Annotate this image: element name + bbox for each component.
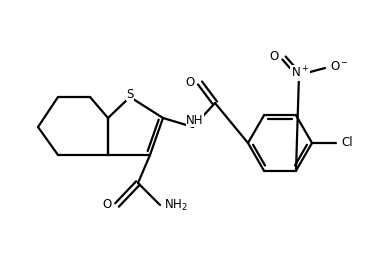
Text: NH: NH xyxy=(186,113,204,126)
Text: O: O xyxy=(103,198,112,211)
Text: S: S xyxy=(126,88,134,101)
Text: N$^+$: N$^+$ xyxy=(291,65,309,81)
Text: O: O xyxy=(270,50,279,63)
Text: O$^-$: O$^-$ xyxy=(330,60,349,73)
Text: Cl: Cl xyxy=(341,136,352,150)
Text: O: O xyxy=(186,77,195,90)
Text: NH$_2$: NH$_2$ xyxy=(164,197,188,212)
